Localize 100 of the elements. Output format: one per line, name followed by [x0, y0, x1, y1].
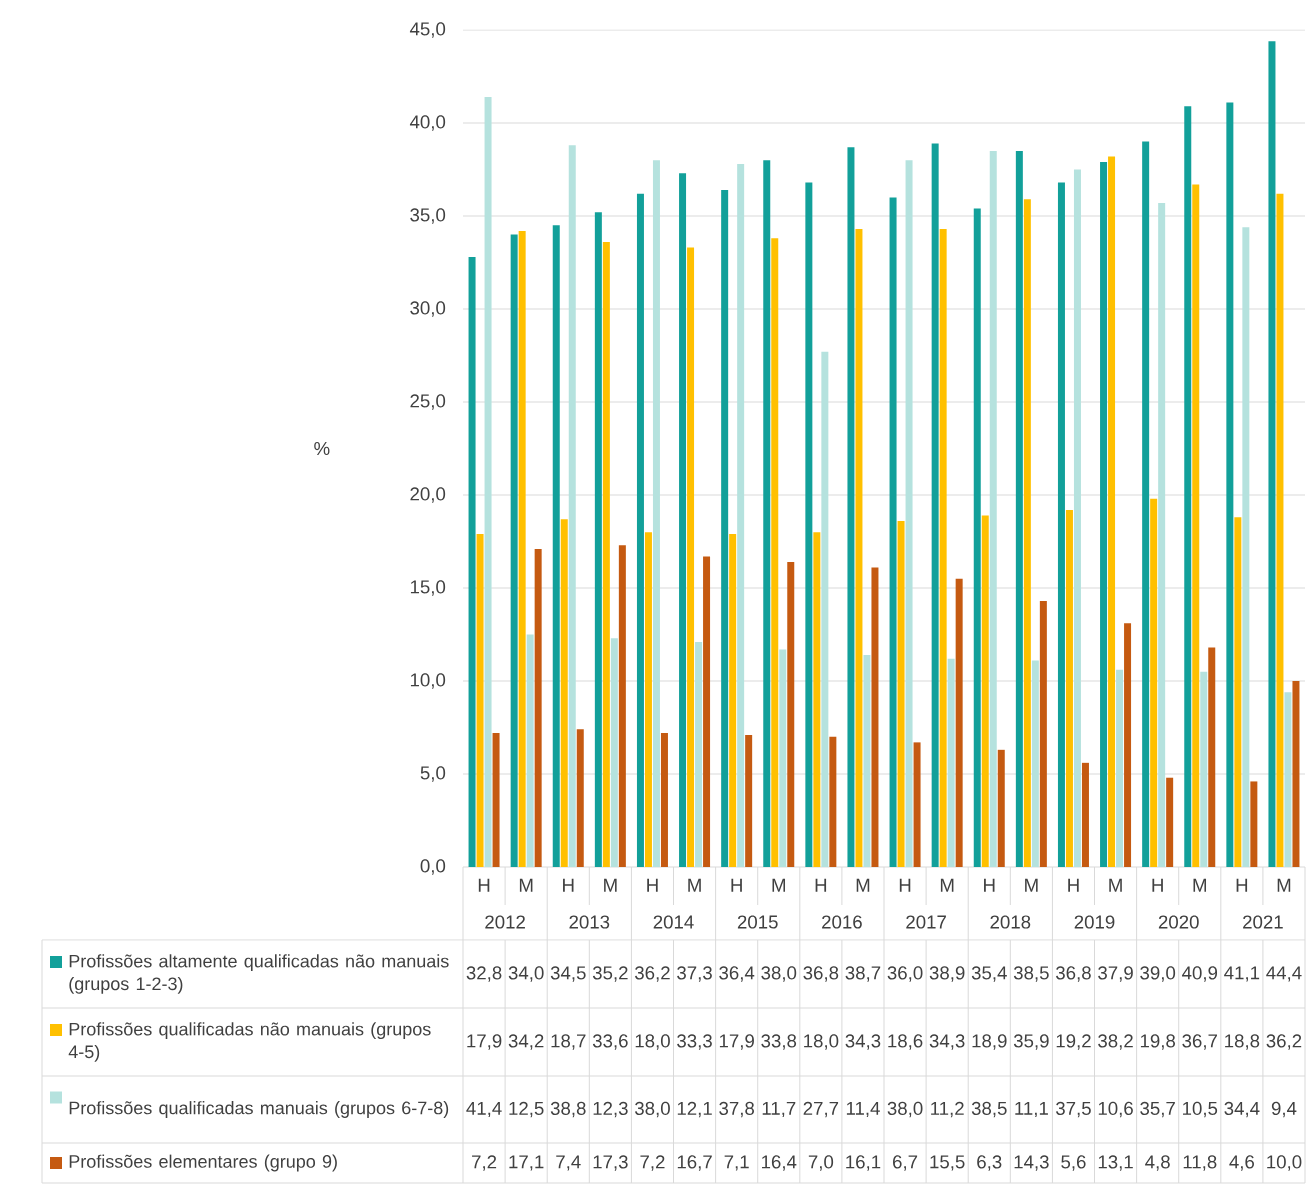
x-tick-label: H [1068, 878, 1079, 892]
bar [703, 556, 711, 867]
bar [1226, 102, 1234, 867]
bar [863, 654, 871, 867]
data-label: 34,4 [1224, 1101, 1260, 1118]
bar [492, 733, 500, 867]
bar [981, 515, 989, 867]
data-label: 33,6 [592, 1034, 628, 1050]
bar [745, 734, 753, 867]
bar [610, 638, 618, 867]
text: 2012 [485, 915, 525, 929]
x-tick-label: M [688, 878, 701, 892]
y-tick-label: 45,0 [409, 22, 446, 38]
bar [476, 534, 484, 867]
bar [989, 150, 997, 867]
bar [1250, 781, 1258, 867]
bar [1142, 141, 1150, 867]
data-label: 18,7 [551, 1034, 586, 1050]
data-label: 16,7 [677, 1155, 712, 1171]
data-label: 18,9 [972, 1034, 1007, 1050]
data-label: 16,1 [846, 1155, 881, 1171]
data-label: 10,5 [1183, 1101, 1218, 1118]
data-label: 10,6 [1098, 1101, 1133, 1118]
bar [905, 160, 913, 867]
text: 2019 [1074, 915, 1115, 929]
x-tick-label: H [563, 878, 574, 892]
data-label: 36,8 [1056, 966, 1091, 982]
bar [1023, 199, 1031, 867]
data-label: 40,9 [1182, 966, 1218, 982]
bar [652, 160, 660, 867]
data-label: 13,1 [1098, 1155, 1133, 1171]
x-tick-label: H [1152, 878, 1163, 892]
data-label: 36,2 [1266, 1034, 1302, 1050]
bar [721, 189, 729, 867]
bar [636, 193, 644, 867]
bar [1184, 106, 1192, 867]
text: 2021 [1243, 915, 1283, 929]
data-label: 18,8 [1225, 1034, 1260, 1050]
x-tick-label: M [519, 878, 533, 892]
data-label: 37,8 [719, 1101, 755, 1118]
bar [821, 351, 829, 867]
bar [1242, 227, 1250, 867]
data-label: 18,0 [635, 1034, 670, 1050]
data-label: 6,3 [977, 1155, 1002, 1171]
bar [644, 532, 652, 867]
data-label: 17,1 [509, 1155, 544, 1171]
bar [468, 256, 476, 867]
data-label: 12,3 [593, 1101, 628, 1118]
data-label: 34,3 [929, 1034, 965, 1050]
data-label: 38,9 [929, 966, 965, 982]
bar [871, 567, 879, 867]
bar [763, 160, 771, 867]
y-tick-label: 30,0 [410, 301, 446, 317]
data-label: 36,4 [719, 966, 755, 982]
y-tick-label: 5,0 [420, 766, 446, 782]
bar [568, 145, 576, 867]
data-label: 38,7 [845, 966, 881, 982]
data-label: 7,2 [472, 1155, 497, 1171]
bar [1031, 660, 1039, 867]
data-label: 36,7 [1182, 1034, 1217, 1050]
bar [484, 96, 492, 867]
bar [594, 212, 602, 867]
data-label: 38,0 [887, 1101, 923, 1118]
data-label: 38,5 [971, 1101, 1007, 1118]
bar [576, 729, 584, 867]
x-tick-label: M [856, 878, 870, 892]
bar [1268, 41, 1276, 867]
x-tick-label: M [1193, 878, 1207, 892]
bar [889, 197, 897, 867]
bar [729, 534, 737, 867]
bar [1057, 182, 1065, 867]
data-label: 32,8 [466, 966, 502, 982]
bar [1065, 509, 1073, 867]
bar [1150, 498, 1158, 867]
bar [1039, 601, 1047, 867]
bar [1116, 669, 1124, 867]
data-label: 35,2 [592, 966, 628, 982]
x-tick-label: M [1109, 878, 1122, 892]
data-label: 35,7 [1140, 1101, 1175, 1118]
text: 2017 [906, 915, 946, 929]
bar [1200, 671, 1208, 867]
data-label: 17,9 [719, 1034, 754, 1050]
x-tick-label: H [899, 878, 911, 892]
data-label: 35,9 [1013, 1034, 1049, 1050]
data-label: 14,3 [1014, 1155, 1049, 1171]
data-label: 38,5 [1013, 966, 1049, 982]
text: 2015 [737, 915, 778, 929]
data-label: 9,4 [1271, 1101, 1297, 1118]
data-label: 5,6 [1061, 1155, 1086, 1171]
bar [955, 578, 963, 867]
data-label: 36,0 [887, 966, 923, 982]
data-label: 39,0 [1140, 966, 1176, 982]
bar [1284, 692, 1292, 867]
x-tick-label: H [984, 878, 995, 892]
data-label: 33,3 [677, 1034, 712, 1050]
data-label: 12,5 [509, 1101, 544, 1118]
data-label: 18,6 [888, 1034, 923, 1050]
bar [602, 242, 610, 867]
bar [660, 733, 668, 867]
bar [947, 658, 955, 867]
